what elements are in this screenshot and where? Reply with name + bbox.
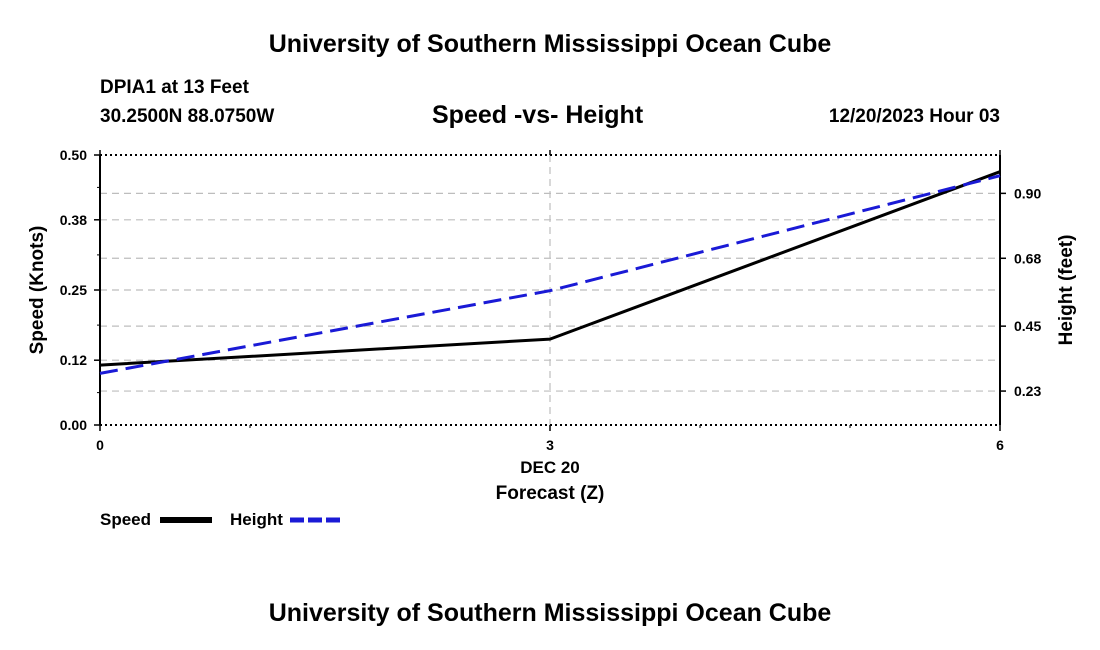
y-tick-label-right: 0.23 xyxy=(1014,383,1041,399)
y-tick-label-left: 0.38 xyxy=(60,212,87,228)
forecast-datetime: 12/20/2023 Hour 03 xyxy=(828,106,1000,127)
legend-label-speed: Speed xyxy=(100,510,152,529)
chart-title: Speed -vs- Height xyxy=(432,101,644,129)
series-line-speed xyxy=(99,170,1001,367)
legend-label-height: Height xyxy=(230,510,283,529)
station-coordinates: 30.2500N 88.0750W xyxy=(100,106,275,127)
footer-title: University of Southern Mississippi Ocean… xyxy=(268,599,832,627)
y-axis-title-right: Height (feet) xyxy=(1056,235,1077,346)
x-axis-title: Forecast (Z) xyxy=(495,483,605,504)
page-title: University of Southern Mississippi Ocean… xyxy=(268,30,832,58)
y-tick-label-left: 0.25 xyxy=(60,282,87,298)
series-line-height xyxy=(99,174,1001,375)
y-tick-label-right: 0.90 xyxy=(1014,185,1041,201)
y-tick-label-left: 0.00 xyxy=(60,417,87,433)
y-tick-label-left: 0.12 xyxy=(60,352,87,368)
y-tick-label-right: 0.45 xyxy=(1014,318,1041,334)
y-tick-label-left: 0.50 xyxy=(60,147,87,163)
x-tick-label: 0 xyxy=(96,437,104,453)
y-axis-title-left: Speed (Knots) xyxy=(27,226,48,355)
station-label: DPIA1 at 13 Feet xyxy=(100,77,249,98)
x-tick-label: 6 xyxy=(996,437,1004,453)
x-axis-date-label: DEC 20 xyxy=(520,458,580,477)
x-tick-label: 3 xyxy=(546,437,554,453)
y-tick-label-right: 0.68 xyxy=(1014,250,1041,266)
